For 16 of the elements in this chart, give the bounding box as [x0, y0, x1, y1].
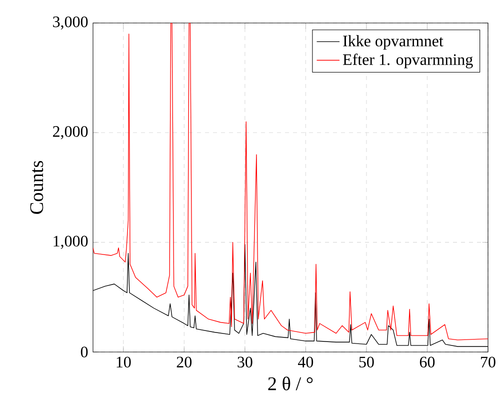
y-tick-label: 3,000: [53, 16, 88, 30]
x-tick-label: 70: [481, 356, 496, 368]
x-tick-label: 20: [176, 356, 192, 368]
y-axis-title: Counts: [30, 160, 44, 214]
x-tick-label: 40: [298, 356, 314, 368]
x-tick-label: 30: [238, 356, 252, 368]
x-tick-label: 50: [359, 356, 374, 368]
line-series: [93, 22, 488, 340]
x-tick-label: 10: [116, 356, 131, 368]
y-tick-label: 0: [80, 346, 88, 358]
y-tick-label: 1,000: [54, 236, 88, 249]
x-axis-title: 2 θ / °: [268, 376, 313, 390]
legend-label: Efter 1. opvarmning: [342, 54, 473, 68]
y-tick-label: 2,000: [53, 126, 88, 140]
legend-label: Ikke opvarmnet: [343, 35, 444, 50]
x-tick-label: 60: [420, 356, 435, 368]
